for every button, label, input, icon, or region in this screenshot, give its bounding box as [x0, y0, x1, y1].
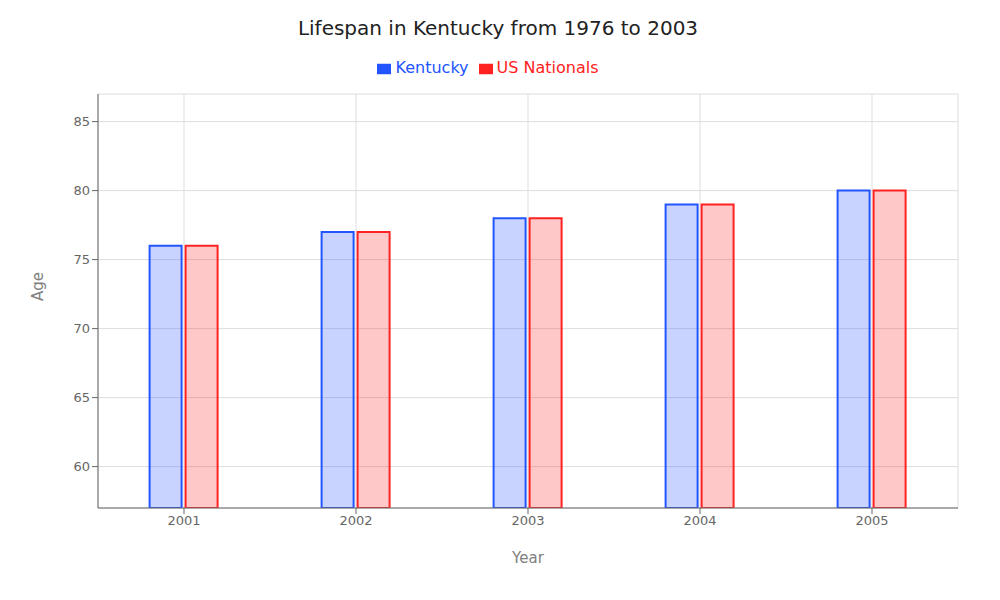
svg-text:85: 85 — [73, 114, 90, 129]
svg-text:Age: Age — [29, 272, 47, 301]
svg-text:75: 75 — [73, 252, 90, 267]
svg-text:60: 60 — [73, 459, 90, 474]
svg-text:2003: 2003 — [511, 513, 544, 528]
svg-text:2004: 2004 — [683, 513, 716, 528]
svg-text:Year: Year — [511, 549, 545, 567]
svg-text:65: 65 — [73, 390, 90, 405]
html-text:US Nationals: US Nationals — [496, 58, 599, 77]
svg-text:2002: 2002 — [339, 513, 372, 528]
svg-text:70: 70 — [73, 321, 90, 336]
html-text:Kentucky: Kentucky — [395, 58, 469, 77]
svg-text:2005: 2005 — [855, 513, 888, 528]
svg-text:80: 80 — [73, 183, 90, 198]
html-text:Lifespan in Kentucky from 1976: Lifespan in Kentucky from 1976 to 2003 — [297, 16, 699, 40]
svg-text:2001: 2001 — [167, 513, 200, 528]
